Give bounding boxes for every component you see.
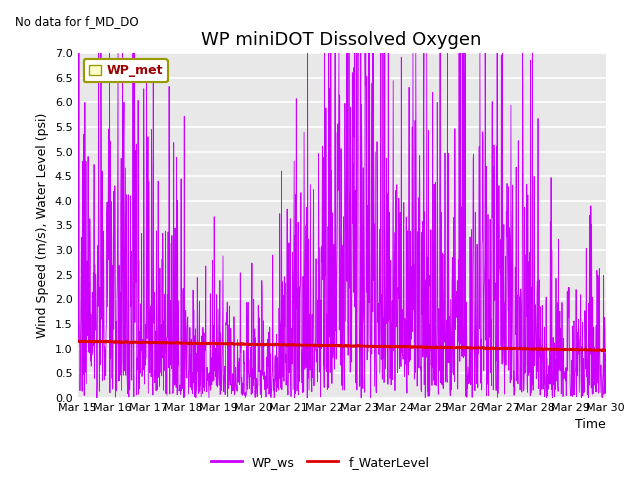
Text: No data for f_MD_DO: No data for f_MD_DO (15, 15, 139, 28)
Y-axis label: Wind Speed (m/s), Water Level (psi): Wind Speed (m/s), Water Level (psi) (36, 113, 49, 338)
Legend: WP_met: WP_met (84, 59, 168, 82)
X-axis label: Time: Time (575, 419, 605, 432)
Legend: WP_ws, f_WaterLevel: WP_ws, f_WaterLevel (205, 451, 435, 474)
Title: WP miniDOT Dissolved Oxygen: WP miniDOT Dissolved Oxygen (202, 31, 482, 48)
